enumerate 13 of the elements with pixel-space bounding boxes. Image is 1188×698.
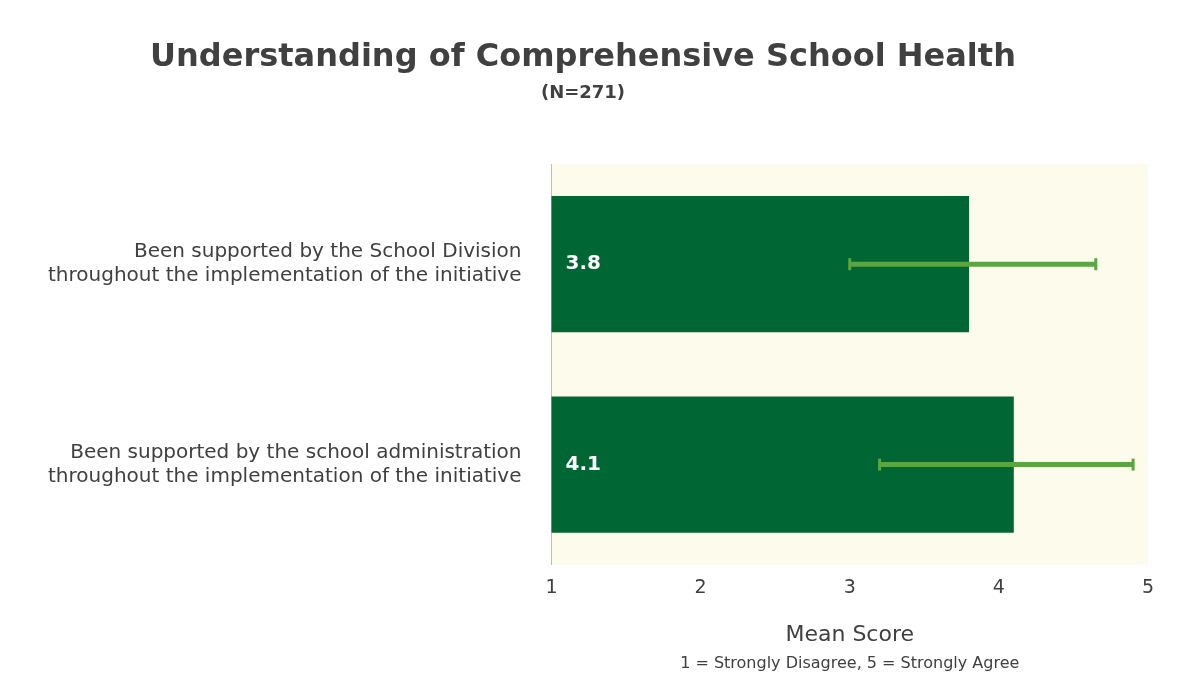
x-tick-label: 1 bbox=[545, 575, 558, 598]
x-tick-label: 5 bbox=[1141, 575, 1155, 598]
data-label: 4.1 bbox=[565, 450, 601, 475]
x-axis-title: Mean Score bbox=[785, 620, 915, 646]
x-tick-label: 2 bbox=[694, 575, 707, 598]
x-tick-label: 3 bbox=[843, 575, 856, 598]
text: 1 = Strongly Disagree, 5 = Strongly Agree bbox=[680, 653, 1020, 672]
data-label: 3.8 bbox=[565, 250, 601, 275]
y-tick-label: Been supported by the School Division throughout the implementation of the initiative bbox=[48, 238, 522, 287]
chart-title: Understanding of Comprehensive School Health bbox=[150, 35, 1016, 74]
chart-subtitle: (N=271) bbox=[540, 80, 626, 102]
x-tick-label: 4 bbox=[992, 575, 1005, 598]
y-tick-label: Been supported by the school administration throughout the implementation of the initiative bbox=[48, 438, 522, 487]
